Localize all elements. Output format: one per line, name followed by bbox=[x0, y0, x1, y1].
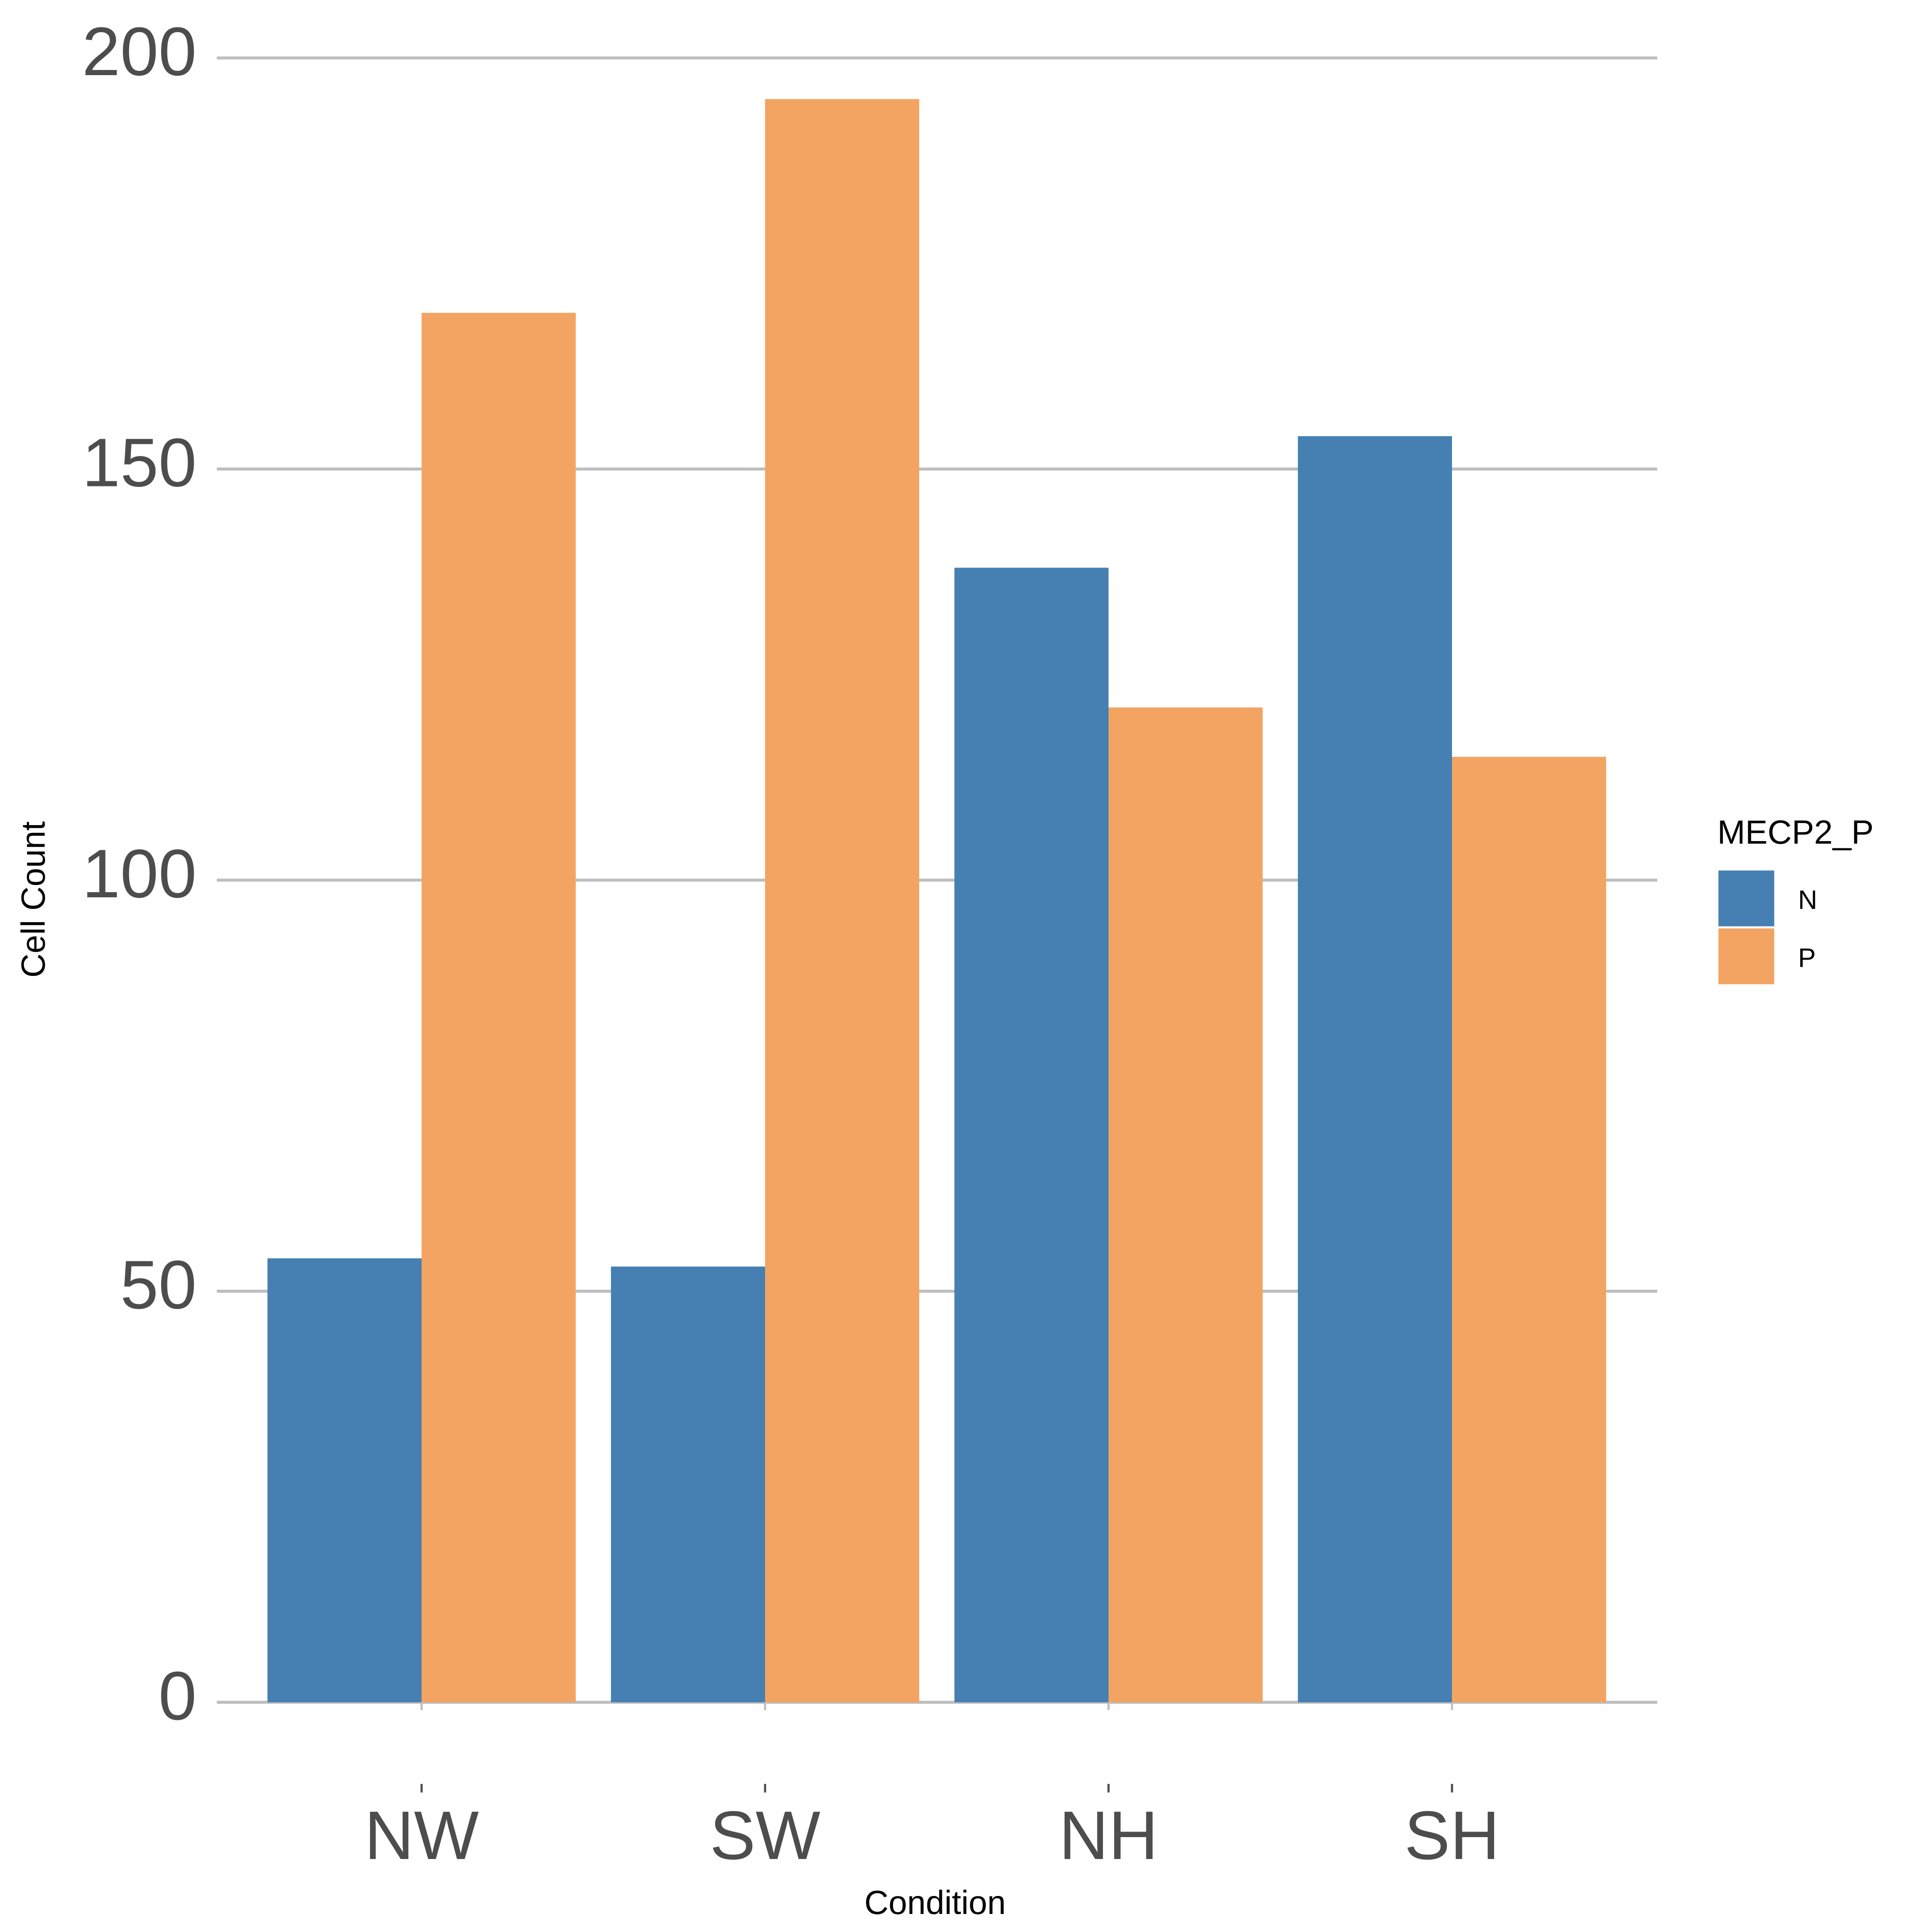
y-tick-label: 50 bbox=[120, 1246, 197, 1323]
bar-SH-N bbox=[1298, 436, 1452, 1703]
ticks bbox=[420, 1702, 1453, 1792]
bar-NH-N bbox=[954, 568, 1109, 1702]
x-tick-label: SW bbox=[710, 1797, 820, 1874]
x-tick-labels: NW SW NH SH bbox=[365, 1797, 1500, 1874]
bar-NH-P bbox=[1109, 707, 1263, 1702]
x-tick-label: SH bbox=[1404, 1797, 1500, 1874]
legend-items: NP bbox=[1716, 868, 1817, 987]
bar-NW-P bbox=[422, 313, 576, 1703]
y-tick-labels: 0 50 100 150 200 bbox=[82, 13, 197, 1734]
x-tick-label: NW bbox=[365, 1797, 479, 1874]
y-tick-label: 0 bbox=[158, 1657, 197, 1734]
legend-label-P: P bbox=[1798, 943, 1816, 973]
x-axis-label: Condition bbox=[864, 1883, 1006, 1921]
legend-key-P bbox=[1716, 926, 1777, 987]
legend-label-N: N bbox=[1798, 885, 1817, 915]
y-tick-label: 100 bbox=[82, 835, 197, 912]
y-tick-label: 150 bbox=[82, 424, 197, 501]
bar-SW-P bbox=[765, 99, 919, 1702]
legend: MECP2_P NP bbox=[1716, 813, 1874, 987]
y-tick-label: 200 bbox=[82, 13, 197, 90]
x-tick-label: NH bbox=[1059, 1797, 1158, 1874]
bar-NW-N bbox=[267, 1258, 422, 1702]
legend-key-N bbox=[1716, 868, 1777, 929]
y-axis-label: Cell Count bbox=[14, 821, 52, 978]
bar-SW-N bbox=[611, 1267, 765, 1702]
legend-title: MECP2_P bbox=[1717, 813, 1874, 851]
bar-SH-P bbox=[1452, 756, 1606, 1702]
bars bbox=[267, 99, 1606, 1703]
